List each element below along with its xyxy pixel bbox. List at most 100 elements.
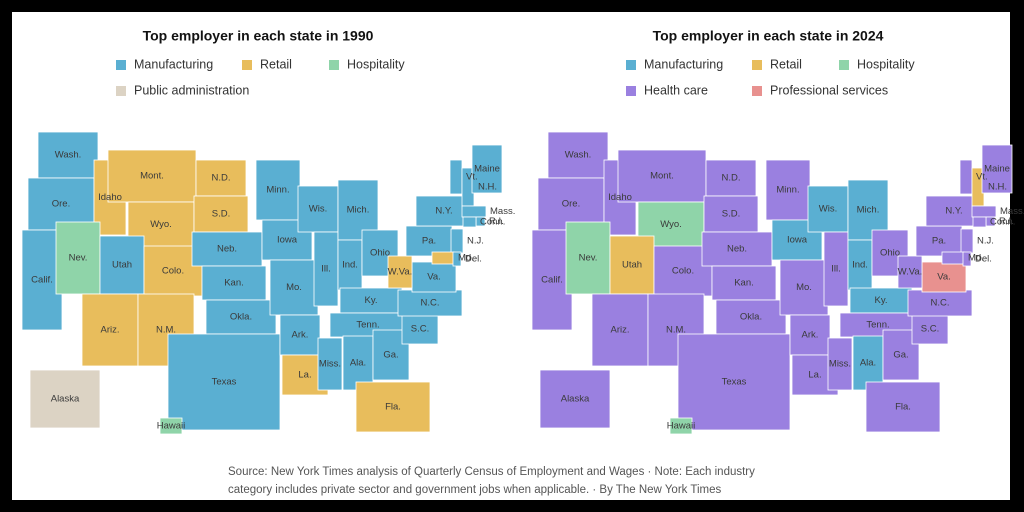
state-label: Miss. — [829, 359, 851, 370]
state-label: W.Va. — [388, 267, 413, 278]
state-label: Ore. — [52, 199, 70, 210]
state-label: Mass. — [490, 206, 515, 217]
state — [387, 255, 413, 289]
state — [537, 177, 605, 231]
state — [789, 314, 831, 356]
map-title: Top employer in each state in 1990 — [143, 28, 374, 44]
state — [159, 417, 183, 435]
state — [27, 177, 95, 231]
state-label: N.Y. — [945, 206, 962, 217]
state-label: Ky. — [364, 295, 377, 306]
state-label: Wyo. — [150, 219, 172, 230]
legend-swatch — [839, 60, 849, 70]
legend-swatch — [752, 60, 762, 70]
map-title: Top employer in each state in 2024 — [653, 28, 884, 44]
state-label: Mont. — [650, 171, 674, 182]
state-label: Ariz. — [611, 325, 630, 336]
state-label: Ark. — [802, 330, 819, 341]
state-label: Ohio — [880, 248, 900, 259]
state-label: Mass. — [1000, 206, 1024, 217]
state-label: Ariz. — [101, 325, 120, 336]
legend-label: Public administration — [134, 83, 249, 97]
state — [971, 205, 997, 218]
state — [547, 131, 609, 179]
legend-swatch — [116, 86, 126, 96]
state — [201, 265, 267, 301]
state-label: Ind. — [852, 260, 868, 271]
state-label: Md. — [968, 253, 984, 264]
state-label: Colo. — [672, 266, 694, 277]
state-label: Conn. — [480, 217, 505, 228]
state-label: Pa. — [422, 236, 436, 247]
state-label: Wyo. — [660, 219, 682, 230]
legend-label: Hospitality — [857, 57, 915, 71]
state-label: Texas — [212, 377, 237, 388]
state-label: Nev. — [579, 253, 598, 264]
state-label: Colo. — [162, 266, 184, 277]
state-label: N.D. — [722, 173, 741, 184]
state-label: Neb. — [727, 244, 747, 255]
state-label: La. — [808, 370, 821, 381]
state — [462, 216, 477, 228]
state-label: N.C. — [931, 298, 950, 309]
state — [703, 195, 759, 233]
state — [827, 337, 853, 391]
state — [591, 293, 649, 367]
state-label: Mich. — [857, 205, 880, 216]
legend-swatch — [116, 60, 126, 70]
state — [55, 221, 101, 295]
state-label: Mo. — [286, 282, 302, 293]
state-label: R.I. — [999, 216, 1014, 227]
state-label: Ga. — [383, 350, 398, 361]
state-label: Wash. — [55, 150, 82, 161]
state — [677, 333, 791, 431]
state-label: Pa. — [932, 236, 946, 247]
source: Source: New York Times analysis of Quart… — [228, 466, 755, 478]
state — [941, 251, 965, 265]
legend-label: Retail — [260, 57, 292, 71]
state — [960, 228, 974, 254]
state — [337, 239, 363, 291]
state-label: N.H. — [478, 182, 497, 193]
state-label: Fla. — [385, 402, 401, 413]
state-label: Ind. — [342, 260, 358, 271]
state-label: N.H. — [988, 182, 1007, 193]
state — [191, 231, 263, 267]
state-label: Miss. — [319, 359, 341, 370]
state — [397, 289, 463, 317]
note: category includes private sector and gov… — [228, 484, 722, 496]
state-label: S.D. — [722, 209, 740, 220]
legend-swatch — [626, 60, 636, 70]
state — [355, 381, 431, 433]
state-label: Mo. — [796, 282, 812, 293]
state-label: S.C. — [921, 324, 939, 335]
state-label: Idaho — [98, 192, 122, 203]
state-label: Ill. — [321, 264, 331, 275]
state-label: Alaska — [51, 394, 80, 405]
state-label: Ohio — [370, 248, 390, 259]
legend-label: Hospitality — [347, 57, 405, 71]
state-label: Del. — [975, 254, 992, 265]
state — [167, 333, 281, 431]
state-label: Mich. — [347, 205, 370, 216]
state-label: Fla. — [895, 402, 911, 413]
state-label: N.M. — [666, 325, 686, 336]
state-label: N.J. — [467, 236, 484, 247]
state-label: Wis. — [819, 204, 837, 215]
state-label: Okla. — [740, 312, 762, 323]
state-label: Md. — [458, 253, 474, 264]
state — [431, 251, 455, 265]
state-label: N.C. — [421, 298, 440, 309]
state — [29, 369, 101, 429]
state-label: N.Y. — [435, 206, 452, 217]
state — [452, 251, 462, 267]
state-label: Tenn. — [866, 320, 889, 331]
state — [962, 251, 972, 267]
state-label: Hawaii — [667, 421, 696, 432]
state — [21, 229, 63, 331]
state-label: Wash. — [565, 150, 592, 161]
state-label: Maine — [984, 164, 1010, 175]
state — [37, 131, 99, 179]
legend-swatch — [752, 86, 762, 96]
